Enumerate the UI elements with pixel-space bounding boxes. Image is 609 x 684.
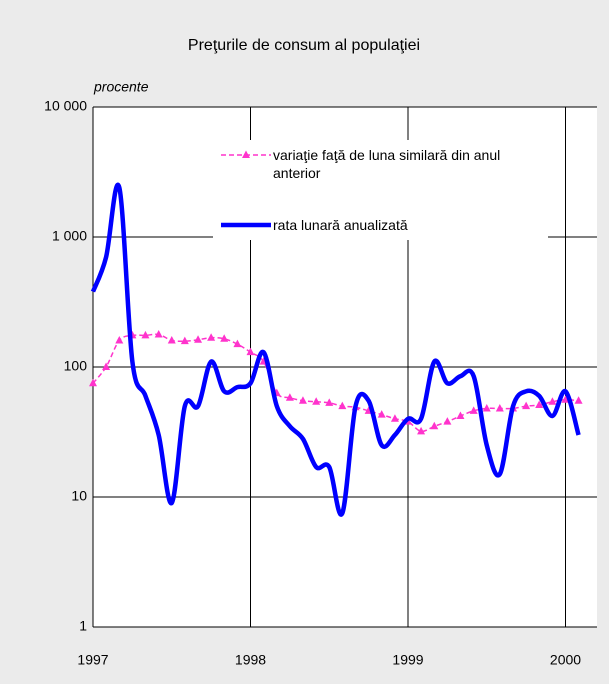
point-marker: [417, 426, 426, 435]
point-marker: [338, 401, 347, 410]
point-marker: [115, 335, 124, 344]
point-marker: [482, 403, 491, 412]
point-marker: [102, 362, 111, 370]
point-marker: [207, 333, 216, 341]
point-marker: [154, 329, 163, 338]
x-tick-label: 2000: [550, 652, 581, 668]
legend-label: rata lunară anualizată: [273, 217, 408, 233]
legend: variaţie faţă de luna similară din anul …: [213, 140, 548, 240]
point-marker: [390, 414, 399, 422]
point-marker: [548, 397, 557, 405]
x-tick-label: 1997: [77, 652, 108, 668]
x-tick-label: 1999: [392, 652, 423, 668]
point-marker: [285, 393, 294, 401]
point-marker: [535, 400, 544, 409]
point-marker: [495, 403, 504, 412]
point-marker: [522, 401, 531, 410]
series-line: [90, 182, 581, 517]
y-tick-label: 100: [64, 358, 88, 374]
legend-swatch: [221, 150, 271, 158]
point-marker: [377, 410, 386, 418]
point-marker: [574, 396, 583, 404]
point-marker: [312, 397, 321, 405]
point-marker: [194, 335, 203, 343]
x-tick-label: 1998: [235, 652, 266, 668]
legend-swatch: [221, 222, 271, 228]
point-marker: [456, 411, 465, 419]
point-marker: [180, 336, 189, 345]
point-marker: [325, 398, 334, 406]
point-marker: [443, 417, 452, 425]
legend-marker: [242, 150, 250, 158]
legend-label: variaţie faţă de luna similară din anul …: [273, 147, 501, 181]
point-marker: [167, 335, 176, 344]
point-marker: [220, 334, 229, 342]
point-marker: [141, 330, 150, 339]
legend-entry: variaţie faţă de luna similară din anul …: [213, 146, 533, 182]
point-marker: [89, 378, 97, 387]
y-axis-label: procente: [93, 79, 149, 95]
point-marker: [430, 421, 439, 430]
point-marker: [246, 347, 255, 356]
legend-entry: rata lunară anualizată: [213, 216, 533, 234]
y-tick-label: 1: [79, 618, 87, 634]
y-tick-label: 10 000: [44, 98, 87, 114]
point-marker: [233, 339, 242, 348]
chart-title: Preţurile de consum al populaţiei: [188, 37, 420, 54]
y-tick-label: 1 000: [52, 228, 87, 244]
y-tick-label: 10: [71, 488, 87, 504]
point-marker: [469, 406, 478, 414]
point-marker: [298, 396, 307, 404]
